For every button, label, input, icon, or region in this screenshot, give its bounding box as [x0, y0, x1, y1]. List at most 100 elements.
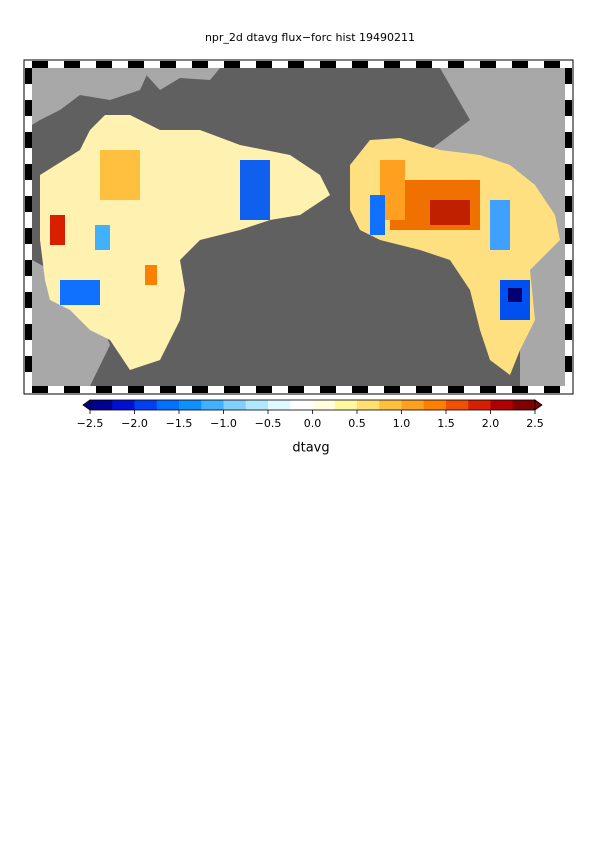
border-cell	[25, 244, 32, 260]
border-cell	[544, 386, 560, 393]
border-cell	[80, 386, 96, 393]
colorbar-swatch	[446, 400, 469, 410]
border-cell	[368, 386, 384, 393]
border-cell	[565, 84, 572, 100]
colorbar-swatch	[357, 400, 380, 410]
colorbar-end	[534, 399, 543, 411]
border-cell	[320, 61, 336, 68]
colorbar-swatch	[268, 400, 291, 410]
map	[23, 59, 574, 395]
border-cell	[565, 324, 572, 340]
colorbar-swatch	[490, 400, 514, 410]
colorbar-swatch	[201, 400, 224, 410]
border-cell	[512, 386, 528, 393]
border-cell	[25, 68, 32, 84]
border-cell	[25, 308, 32, 324]
border-cell	[384, 61, 400, 68]
border-cell	[272, 61, 288, 68]
border-cell	[304, 386, 320, 393]
border-cell	[565, 116, 572, 132]
border-cell	[496, 386, 512, 393]
border-cell	[240, 61, 256, 68]
colorbar-tick-label: −1.5	[166, 417, 193, 430]
border-cell	[25, 148, 32, 164]
border-cell	[25, 84, 32, 100]
border-cell	[416, 61, 432, 68]
border-cell	[48, 61, 64, 68]
border-cell	[336, 386, 352, 393]
border-cell	[25, 372, 32, 386]
border-cell	[320, 386, 336, 393]
border-cell	[25, 276, 32, 292]
border-cell	[464, 386, 480, 393]
colorbar-swatch	[290, 400, 313, 410]
border-cell	[25, 116, 32, 132]
border-cell	[160, 61, 176, 68]
colorbar-tick-label: −0.5	[255, 417, 282, 430]
colorbar-swatch	[312, 400, 336, 410]
colorbar-swatch	[512, 400, 536, 410]
border-cell	[128, 61, 144, 68]
border-cell	[565, 164, 572, 180]
border-cell	[144, 61, 160, 68]
border-cell	[240, 386, 256, 393]
border-cell	[565, 292, 572, 308]
border-cell	[480, 61, 496, 68]
border-cell	[304, 61, 320, 68]
border-cell	[25, 324, 32, 340]
colorbar-tick-label: −1.0	[210, 417, 237, 430]
border-cell	[32, 386, 48, 393]
border-cell	[272, 386, 288, 393]
colorbar-tick-label: 1.5	[437, 417, 455, 430]
border-cell	[528, 386, 544, 393]
border-cell	[352, 386, 368, 393]
border-cell	[560, 386, 565, 393]
border-cell	[565, 276, 572, 292]
border-cell	[565, 132, 572, 148]
border-cell	[64, 61, 80, 68]
border-cell	[25, 292, 32, 308]
border-cell	[208, 61, 224, 68]
colorbar-swatch	[334, 400, 358, 410]
colorbar-tick-label: −2.0	[121, 417, 148, 430]
colorbar-tick-label: 2.0	[482, 417, 500, 430]
border-cell	[224, 61, 240, 68]
border-cell	[336, 61, 352, 68]
border-cell	[96, 61, 112, 68]
colorbar-swatch	[179, 400, 202, 410]
border-cell	[176, 61, 192, 68]
border-cell	[25, 164, 32, 180]
border-cell	[565, 212, 572, 228]
border-cell	[400, 61, 416, 68]
border-cell	[160, 386, 176, 393]
map-border	[25, 61, 572, 393]
border-cell	[64, 386, 80, 393]
border-cell	[384, 386, 400, 393]
colorbar-tick-label: 1.0	[393, 417, 411, 430]
colorbar-swatch	[223, 400, 247, 410]
border-cell	[208, 386, 224, 393]
border-cell	[448, 386, 464, 393]
colorbar-swatch	[401, 400, 425, 410]
colorbar-swatch	[468, 400, 491, 410]
border-cell	[25, 212, 32, 228]
border-cell	[96, 386, 112, 393]
map-title: npr_2d dtavg flux−forc hist 19490211	[205, 31, 415, 44]
border-cell	[256, 61, 272, 68]
border-cell	[25, 100, 32, 116]
border-cell	[25, 228, 32, 244]
border-cell	[352, 61, 368, 68]
border-cell	[565, 340, 572, 356]
border-cell	[224, 386, 240, 393]
colorbar-tick-label: 0.5	[348, 417, 366, 430]
border-cell	[112, 386, 128, 393]
colorbar-swatch	[423, 400, 447, 410]
border-cell	[528, 61, 544, 68]
border-cell	[80, 61, 96, 68]
colorbar-swatch	[112, 400, 135, 410]
border-cell	[192, 386, 208, 393]
border-cell	[176, 386, 192, 393]
colorbar-swatch	[156, 400, 180, 410]
border-cell	[288, 386, 304, 393]
